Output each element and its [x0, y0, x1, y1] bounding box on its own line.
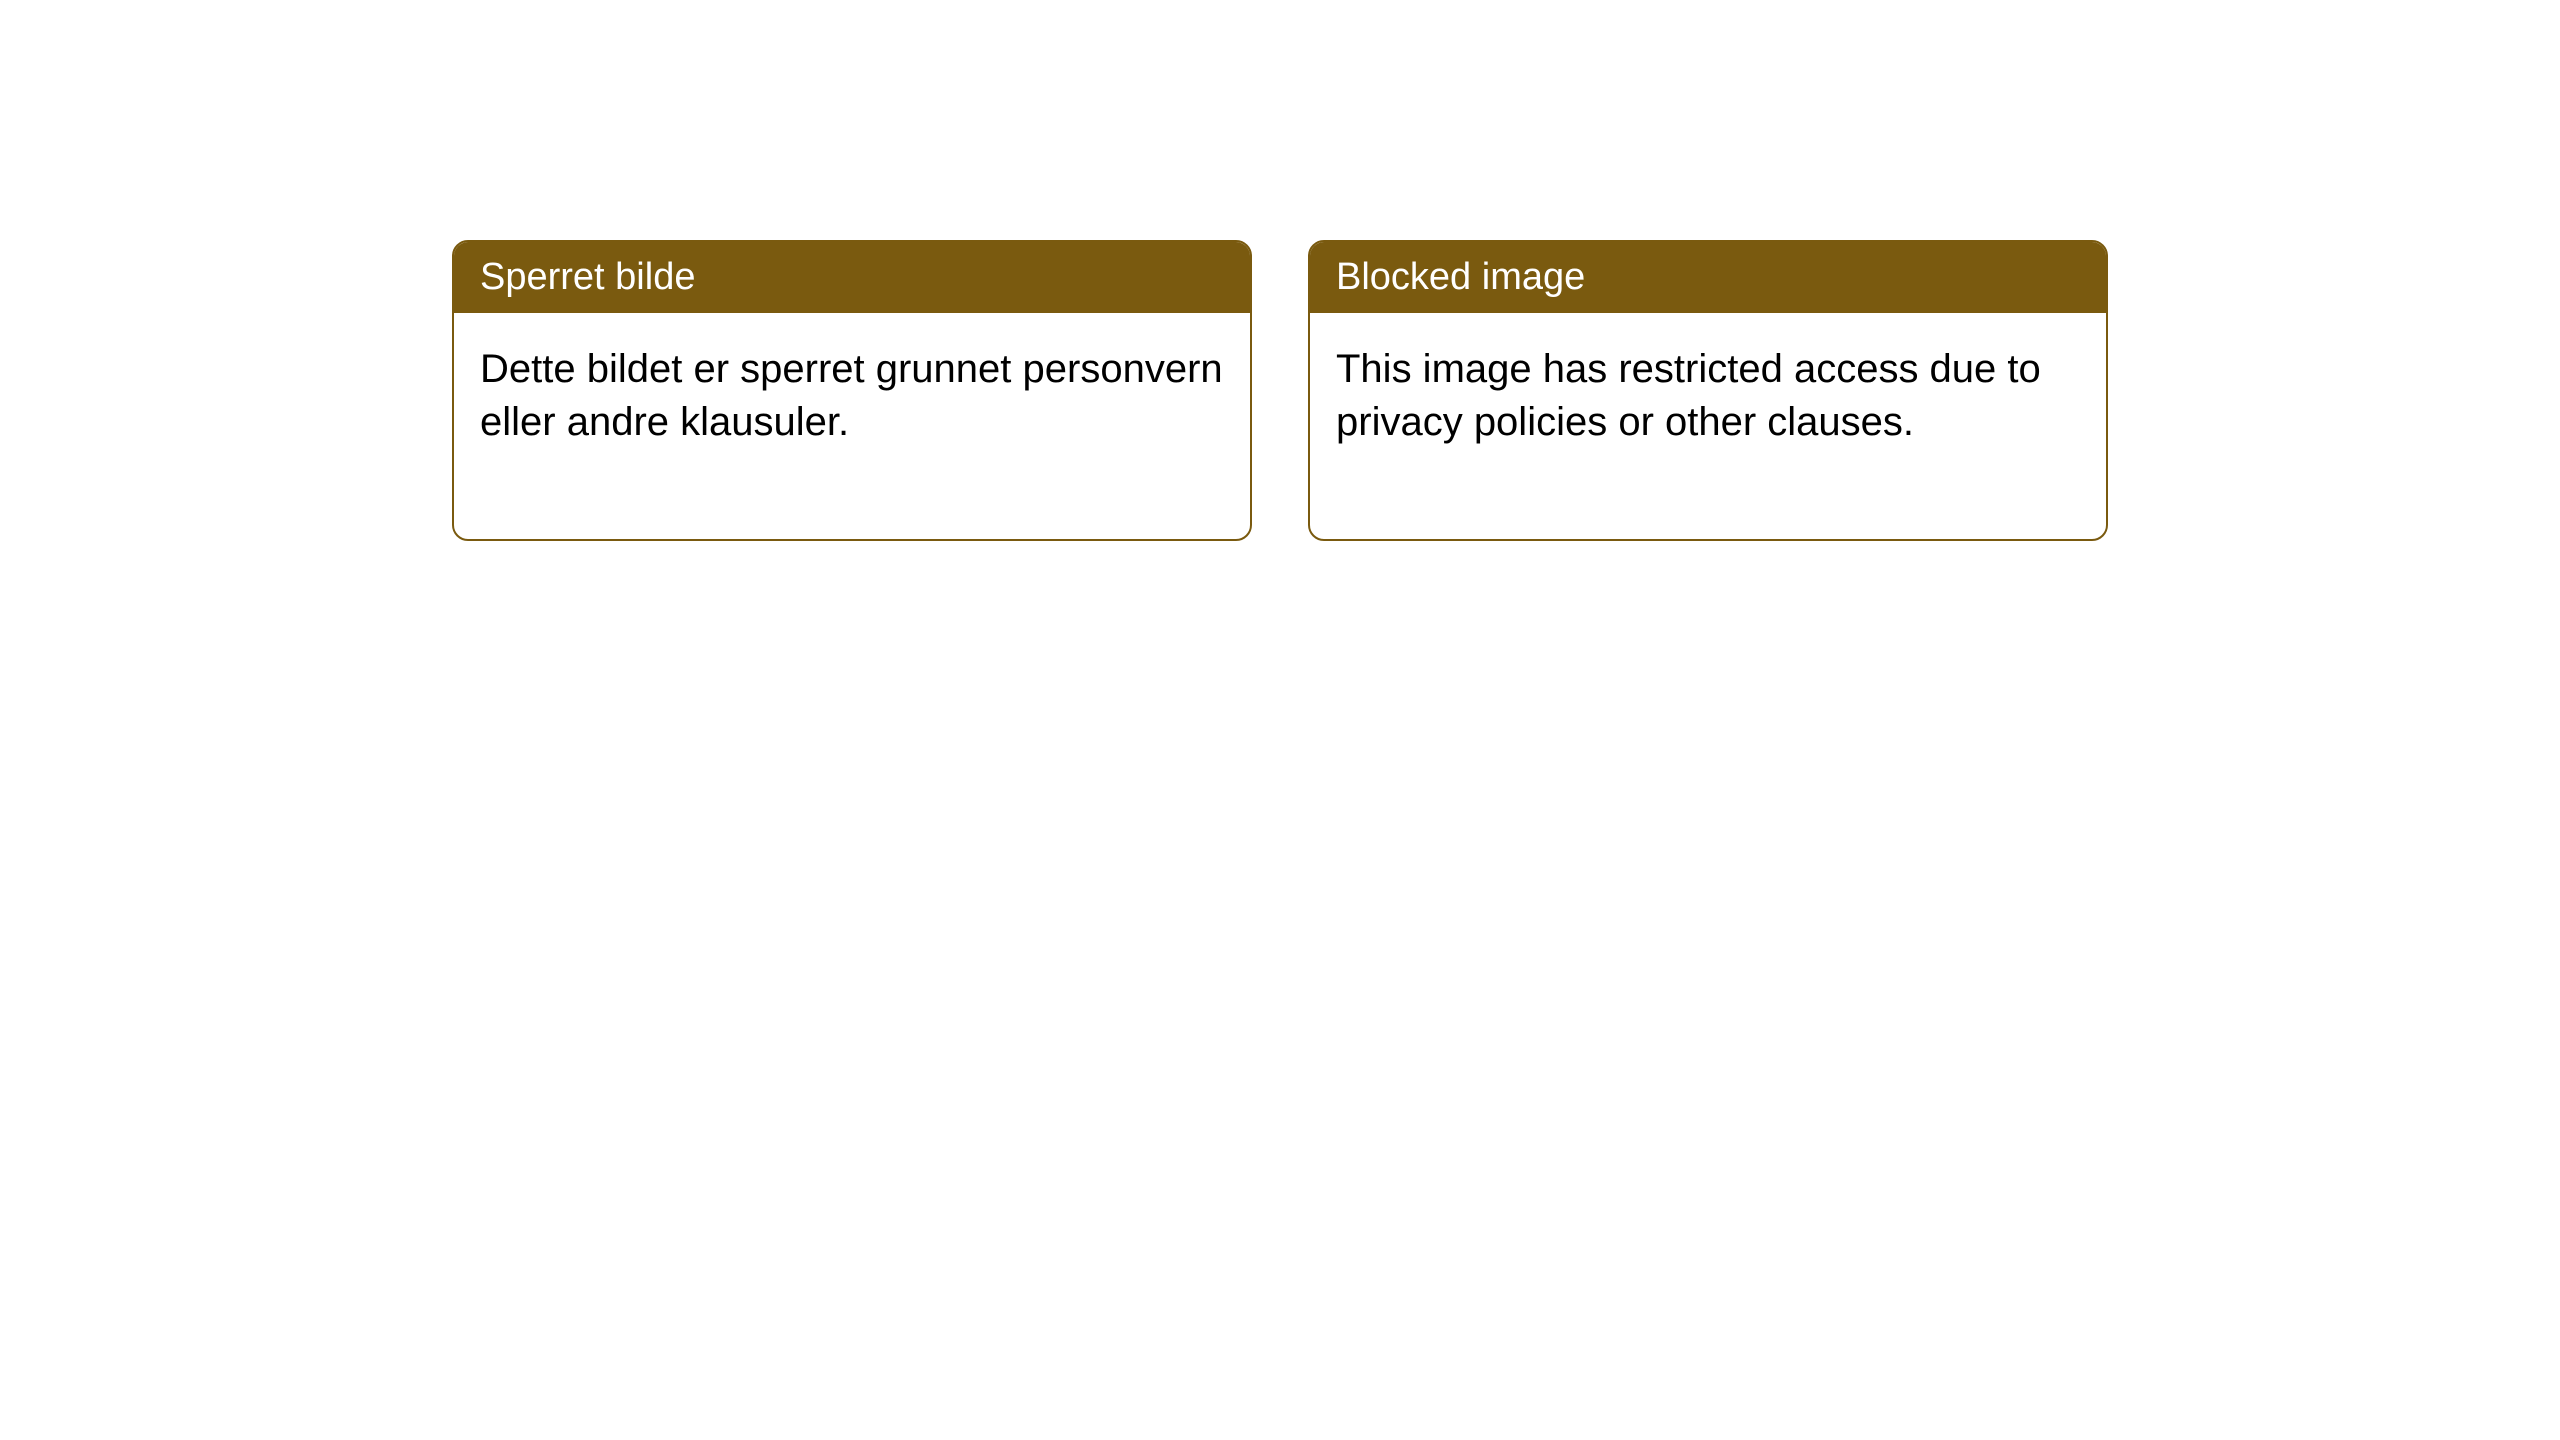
card-body-text: Dette bildet er sperret grunnet personve…: [480, 347, 1223, 444]
card-body-text: This image has restricted access due to …: [1336, 347, 2041, 444]
card-header: Blocked image: [1310, 242, 2106, 313]
notice-card-english: Blocked image This image has restricted …: [1308, 240, 2108, 541]
card-header: Sperret bilde: [454, 242, 1250, 313]
card-body: This image has restricted access due to …: [1310, 313, 2106, 539]
card-body: Dette bildet er sperret grunnet personve…: [454, 313, 1250, 539]
card-title: Blocked image: [1336, 256, 1585, 298]
notice-card-norwegian: Sperret bilde Dette bildet er sperret gr…: [452, 240, 1252, 541]
card-title: Sperret bilde: [480, 256, 695, 298]
notice-container: Sperret bilde Dette bildet er sperret gr…: [452, 240, 2108, 541]
